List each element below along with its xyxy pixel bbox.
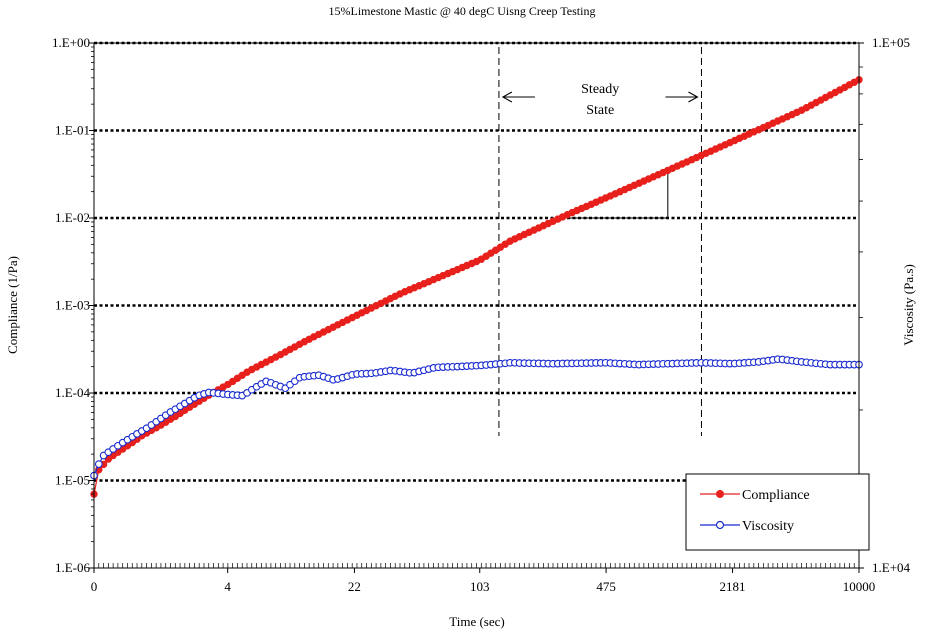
y-right-tick-label: 1.E+05 <box>872 35 910 50</box>
y-right-tick-label: 1.E+04 <box>872 560 911 575</box>
x-axis-label: Time (sec) <box>449 614 505 629</box>
series-compliance <box>90 76 863 498</box>
legend-compliance-label: Compliance <box>742 488 810 503</box>
y-left-tick-label: 1.E-04 <box>55 385 91 400</box>
steady-state-left-arrow <box>501 91 535 103</box>
y-left-tick-label: 1.E-02 <box>55 210 90 225</box>
x-tick-label: 4 <box>224 579 231 594</box>
x-tick-label: 0 <box>91 579 98 594</box>
slope-triangle <box>568 170 669 219</box>
y-axis-left-label: Compliance (1/Pa) <box>5 256 20 354</box>
y-left-tick-label: 1.E-05 <box>55 473 90 488</box>
steady-state-label-line2: State <box>586 103 614 118</box>
viscosity-line <box>93 358 859 476</box>
x-tick-label: 2181 <box>720 579 746 594</box>
x-tick-label: 22 <box>348 579 361 594</box>
legend-viscosity-label: Viscosity <box>742 519 794 534</box>
y-left-tick-label: 1.E-01 <box>55 123 90 138</box>
chart-title: 15%Limestone Mastic @ 40 degC Uisng Cree… <box>329 4 596 18</box>
x-tick-label: 103 <box>470 579 490 594</box>
axes: 1.E-06 1.E-05 1.E-04 1.E-03 1.E-02 1.E-01 1.E+… <box>52 35 911 594</box>
x-tick-label: 475 <box>596 579 616 594</box>
series <box>90 76 863 498</box>
x-tick-label: 10000 <box>843 579 876 594</box>
y-left-tick-label: 1.E-06 <box>55 560 91 575</box>
legend-viscosity-marker <box>715 520 725 530</box>
legend-box <box>685 473 870 551</box>
series-viscosity <box>90 355 863 480</box>
y-left-tick-label: 1.E-03 <box>55 298 90 313</box>
legend-compliance-marker <box>716 490 724 498</box>
y-axis-right-label: Viscosity (Pa.s) <box>901 264 916 346</box>
viscosity-point <box>94 460 103 468</box>
steady-state-annotation: Steady State <box>498 47 702 436</box>
steady-state-right-arrow <box>665 91 699 103</box>
y-left-tick-label: 1.E+00 <box>52 35 90 50</box>
compliance-line <box>93 79 860 495</box>
steady-state-label-line1: Steady <box>581 82 619 97</box>
legend: Compliance Viscosity <box>685 473 870 551</box>
